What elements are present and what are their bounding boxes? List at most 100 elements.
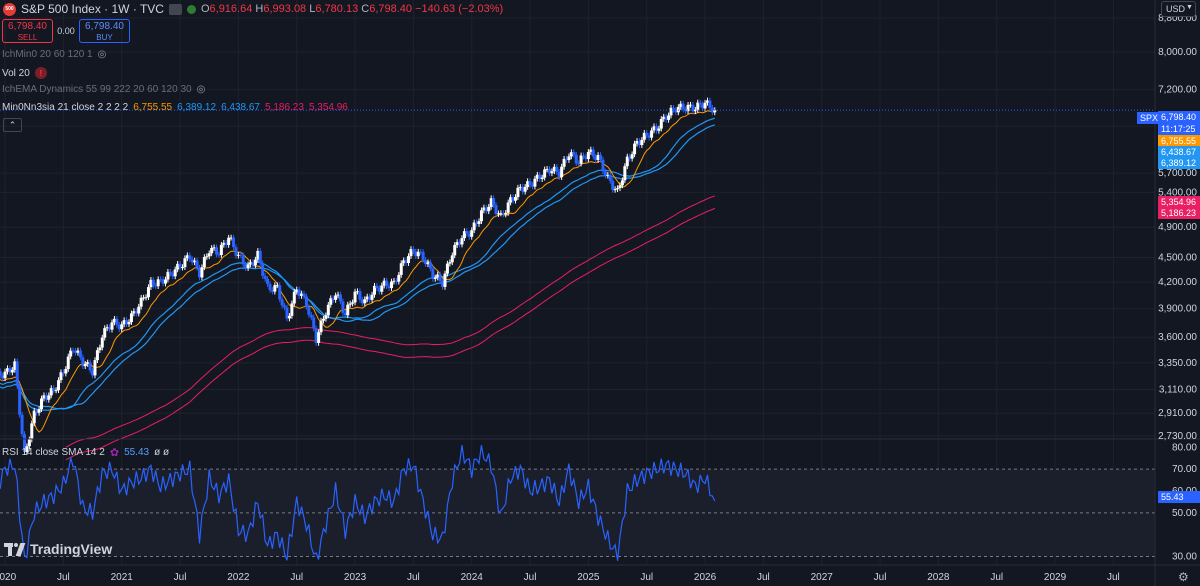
rsi-legend[interactable]: RSI 14 close SMA 14 2 ✿ 55.43 ø ø	[2, 446, 169, 459]
candle	[100, 337, 104, 348]
price-tick-label: 2,730.00	[1158, 431, 1197, 442]
ma-orange-tag: 6,755.55	[1158, 135, 1200, 147]
candle	[411, 249, 415, 252]
sell-button[interactable]: 6,798.40 SELL	[2, 19, 53, 43]
candle	[280, 299, 284, 306]
eye-hidden-icon[interactable]: ◎	[97, 49, 107, 60]
symbol-title[interactable]: S&P 500 Index · 1W · TVC	[21, 2, 164, 16]
candle	[219, 244, 223, 255]
candle	[66, 356, 70, 370]
eye-hidden-icon[interactable]: ◎	[196, 84, 206, 95]
candle	[0, 371, 2, 376]
candle	[620, 180, 624, 186]
pink1-tag: 5,354.96	[1158, 196, 1200, 208]
candle	[127, 322, 131, 325]
candle	[307, 306, 311, 315]
candle	[324, 315, 328, 319]
gear-icon[interactable]: ⚙	[1178, 570, 1189, 584]
candle	[3, 371, 7, 379]
candle	[523, 186, 527, 192]
candle	[528, 181, 532, 186]
candle	[256, 250, 260, 260]
menu-icon[interactable]	[168, 3, 182, 15]
market-status-icon	[186, 4, 196, 14]
candle	[83, 363, 87, 367]
candle	[394, 280, 398, 282]
price-tick-label: 3,350.00	[1158, 358, 1197, 369]
indicator-min0nn3sia[interactable]: Min0Nn3sia 21 close 2 2 2 2 6,755.55 6,3…	[2, 102, 348, 113]
indicator-vol[interactable]: Vol 20 !	[2, 67, 47, 79]
candle	[258, 250, 262, 264]
candle	[300, 293, 304, 296]
price-tick-label: 4,500.00	[1158, 253, 1197, 264]
time-tick-label: 2021	[111, 572, 134, 583]
candle	[569, 152, 573, 157]
currency-select[interactable]: USD	[1161, 1, 1196, 17]
candle	[601, 159, 605, 172]
candle	[10, 369, 14, 373]
buy-button[interactable]: 6,798.40 BUY	[79, 19, 130, 43]
price-tick-label: 8,800.00	[1158, 13, 1197, 24]
candle	[586, 151, 590, 160]
candle	[125, 320, 129, 325]
candle	[234, 247, 238, 256]
candle	[445, 263, 449, 274]
price-tick-label: 3,600.00	[1158, 332, 1197, 343]
candle	[249, 262, 253, 265]
candle	[462, 231, 466, 239]
price-tick-label: 4,200.00	[1158, 277, 1197, 288]
candle	[606, 174, 610, 176]
candle	[496, 213, 500, 215]
candle	[477, 221, 481, 224]
rsi-extra: ø ø	[154, 447, 170, 458]
pink-bands	[65, 195, 715, 461]
candle	[129, 313, 133, 323]
candle	[295, 289, 299, 292]
candle	[487, 206, 491, 212]
candle	[613, 189, 617, 191]
candle	[151, 279, 155, 286]
candle	[81, 357, 85, 367]
candle	[513, 197, 517, 201]
time-tick-label: Jul	[990, 572, 1003, 583]
candle	[88, 362, 92, 371]
candle	[346, 304, 350, 316]
candle	[368, 296, 372, 300]
candle	[115, 318, 119, 325]
candle	[637, 141, 641, 146]
candle	[35, 410, 39, 413]
candle	[71, 350, 75, 352]
chevron-down-icon[interactable]: ▼	[1186, 4, 1193, 11]
candle	[105, 327, 109, 329]
candle	[49, 388, 53, 396]
candle	[686, 104, 690, 112]
time-axis[interactable]: 2020 Jul 2021 Jul 2022 Jul 2023 Jul 2024 Jul 2025 J…	[0, 572, 1120, 583]
candle	[253, 259, 257, 266]
candle	[530, 185, 534, 187]
candle	[166, 271, 170, 280]
candle	[241, 255, 245, 265]
time-tick-label: Jul	[874, 572, 887, 583]
price-axis[interactable]: 8,800.008,000.007,200.006,500.005,700.00…	[1158, 13, 1197, 442]
indicator-ichmin0[interactable]: IchMin0 20 60 120 1 ◎	[2, 49, 106, 60]
collapse-legend-button[interactable]: ⌃	[3, 118, 22, 132]
candle	[550, 171, 554, 174]
price-tick-label: 8,000.00	[1158, 47, 1197, 58]
symbol-header[interactable]: 500 S&P 500 Index · 1W · TVC O6,916.64 H…	[3, 1, 503, 17]
candle	[652, 126, 656, 131]
candle	[149, 279, 153, 288]
candle	[163, 279, 167, 284]
warning-icon[interactable]: !	[34, 67, 47, 79]
candle	[674, 109, 678, 113]
settings-icon[interactable]: ✿	[109, 447, 120, 459]
candle	[414, 251, 418, 257]
candle	[171, 273, 175, 277]
tradingview-logo[interactable]: TradingView	[4, 541, 112, 557]
candle	[630, 154, 634, 159]
candle	[618, 185, 622, 189]
candle	[591, 149, 595, 157]
candle	[20, 414, 24, 435]
time-tick-label: 2025	[577, 572, 600, 583]
indicator-ichema[interactable]: IchEMA Dynamics 55 99 222 20 60 120 30 ◎	[2, 84, 205, 95]
